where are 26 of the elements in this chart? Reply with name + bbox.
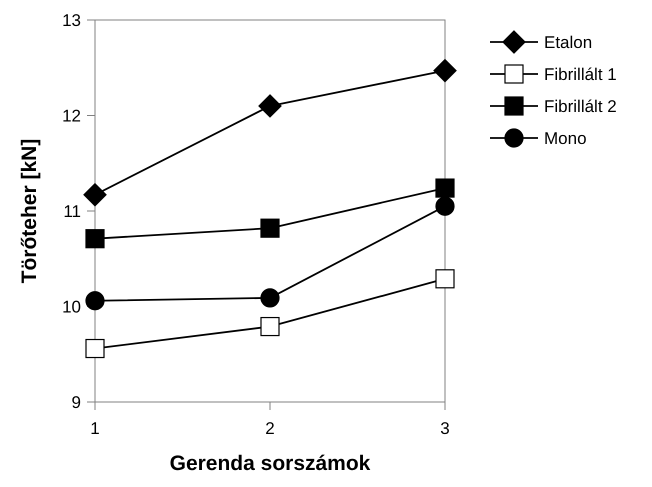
x-tick-label: 3 <box>440 419 450 438</box>
point <box>433 59 457 82</box>
legend-label: Fibrillált 1 <box>544 64 617 84</box>
y-tick-label: 9 <box>72 392 81 412</box>
point <box>83 183 107 206</box>
point <box>260 316 280 336</box>
point <box>435 269 455 288</box>
point <box>435 178 455 198</box>
point <box>85 291 105 310</box>
legend-label: Mono <box>544 128 587 148</box>
point <box>260 218 280 238</box>
x-axis-title: Gerenda sorszámok <box>170 452 371 475</box>
point <box>260 288 280 308</box>
point <box>435 196 455 216</box>
x-tick-label: 1 <box>90 419 100 438</box>
y-axis-title: Törőteher [kN] <box>18 138 41 284</box>
y-tick-label: 13 <box>62 10 81 30</box>
point <box>85 229 105 248</box>
legend-label: Fibrillált 2 <box>544 96 617 116</box>
y-tick-label: 11 <box>63 202 81 221</box>
point <box>85 338 105 358</box>
y-tick-label: 12 <box>62 106 81 126</box>
point <box>258 94 282 118</box>
y-tick-label: 10 <box>62 297 81 316</box>
legend-label: Etalon <box>544 32 592 52</box>
x-tick-label: 2 <box>265 419 275 438</box>
